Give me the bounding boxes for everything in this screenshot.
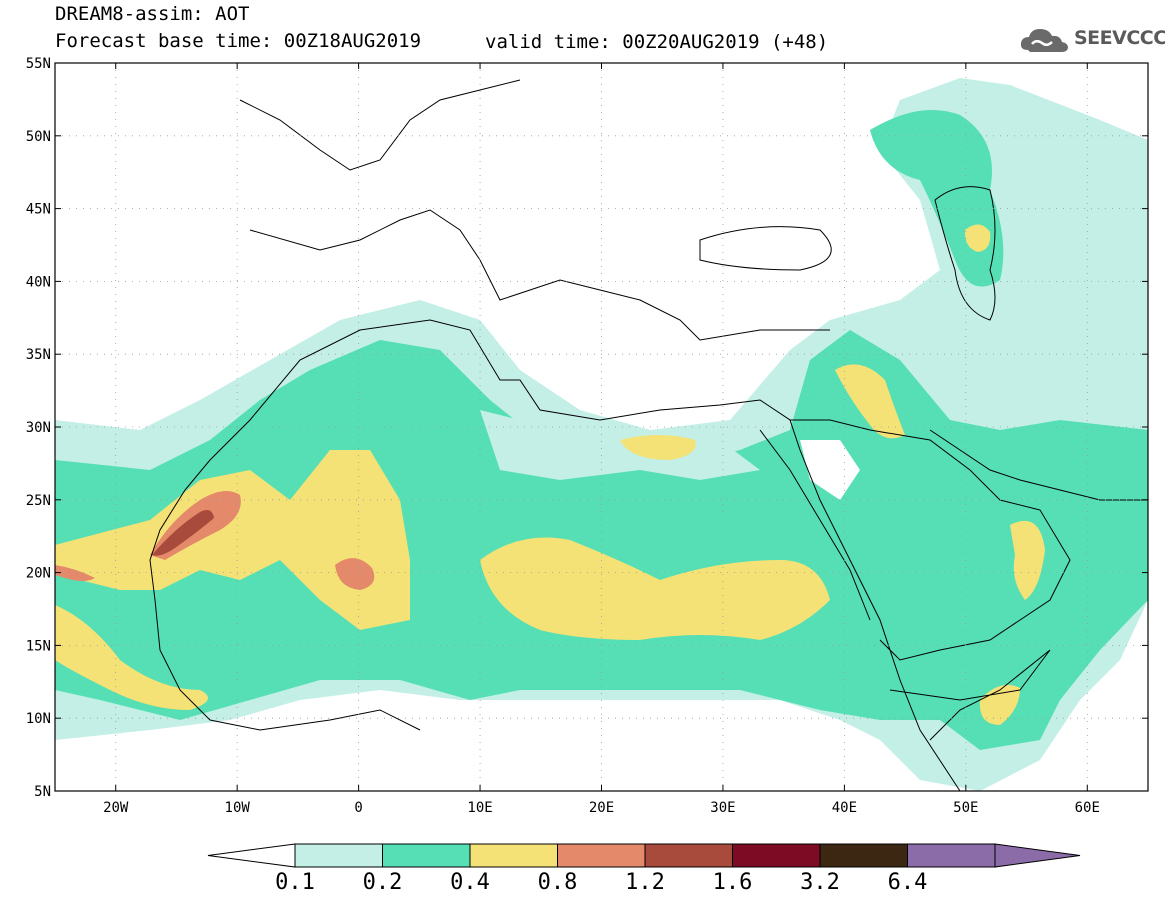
- colorbar-label: 3.2: [800, 870, 840, 895]
- colorbar-segment: [382, 843, 471, 868]
- aot-contour-0.4-oman: [1010, 520, 1045, 600]
- lat-label: 20N: [26, 566, 51, 582]
- lon-label: 0: [354, 800, 362, 816]
- coast-horn: [889, 649, 1051, 741]
- aot-contour-0.4-libya: [620, 435, 696, 460]
- lon-label: 60E: [1075, 800, 1100, 816]
- valid-time: valid time: 00Z20AUG2019 (+48): [485, 31, 829, 53]
- colorbar-segment: [907, 843, 996, 868]
- coast-caspian: [934, 186, 996, 321]
- coast-persian-gulf: [929, 429, 1148, 501]
- coastlines: [149, 79, 1148, 791]
- colorbar-label: 0.2: [363, 870, 403, 895]
- coast-red-sea: [759, 429, 871, 621]
- lon-label: 20E: [589, 800, 614, 816]
- lat-label: 30N: [26, 420, 51, 436]
- lat-label: 5N: [34, 784, 51, 800]
- colorbar-segment: [294, 843, 383, 868]
- colorbar-label: 0.8: [538, 870, 578, 895]
- lat-label: 40N: [26, 274, 51, 290]
- colorbar-label: 1.6: [713, 870, 753, 895]
- aot-contour-0.4-caspian: [964, 224, 991, 252]
- lon-label: 20W: [103, 800, 129, 816]
- colorbar-label: 1.2: [625, 870, 665, 895]
- colorbar-segment: [819, 843, 908, 868]
- lat-label: 45N: [26, 202, 51, 218]
- map-ticks: [55, 62, 1148, 792]
- colorbar-arrow-low: [207, 843, 296, 868]
- lat-label: 35N: [26, 347, 51, 363]
- colorbar-segment: [732, 843, 821, 868]
- colorbar-segment: [469, 843, 558, 868]
- colorbar-label: 0.4: [450, 870, 490, 895]
- coast-west-africa: [149, 559, 421, 731]
- map-title: DREAM8-assim: AOT: [55, 3, 250, 25]
- aot-contour-0.8-ocean: [55, 565, 95, 581]
- latitude-labels: 55N 50N 45N 40N 35N 30N 25N 20N 15N 10N 5N: [26, 56, 51, 800]
- colorbar-segment: [557, 843, 646, 868]
- aot-contour-0.4-iraq: [835, 364, 905, 439]
- forecast-base-time: Forecast base time: 00Z18AUG2019: [55, 30, 422, 52]
- lat-label: 55N: [26, 56, 51, 72]
- aot-contour-1.2: [152, 510, 214, 556]
- aot-contour-0.4-westafrica: [55, 605, 208, 710]
- aot-contour-0.4: [55, 450, 410, 630]
- colorbar-arrow-high: [994, 843, 1081, 868]
- lon-label: 50E: [953, 800, 978, 816]
- colorbar-label: 0.1: [275, 870, 315, 895]
- aot-contour-0.8-niger: [335, 558, 375, 590]
- seevccc-logo: SEEVCCC: [1018, 22, 1165, 58]
- colorbar-label: 6.4: [888, 870, 928, 895]
- coast-black-sea: [699, 226, 832, 271]
- aot-clean-air-egypt: [480, 410, 760, 480]
- lat-label: 10N: [26, 711, 51, 727]
- colorbar: 0.1 0.2 0.4 0.8 1.2 1.6 3.2 6.4: [207, 843, 1081, 895]
- coast-north-europe: [239, 79, 521, 171]
- logo-text: SEEVCCC: [1074, 27, 1165, 49]
- longitude-labels: 20W 10W 0 10E 20E 30E 40E 50E 60E: [103, 800, 1100, 816]
- coast-europe: [249, 209, 830, 341]
- lat-label: 50N: [26, 129, 51, 145]
- lon-label: 30E: [710, 800, 735, 816]
- lon-label: 40E: [832, 800, 857, 816]
- lon-label: 10E: [467, 800, 492, 816]
- cloud-icon: [1020, 29, 1068, 52]
- lon-label: 10W: [225, 800, 251, 816]
- colorbar-segment: [644, 843, 733, 868]
- lat-label: 25N: [26, 493, 51, 509]
- aot-clean-air-arabia: [800, 440, 860, 500]
- coast-arabia: [790, 419, 1071, 661]
- coast-africa: [149, 319, 961, 791]
- lat-label: 15N: [26, 638, 51, 654]
- aot-contour-0.4-sahel: [480, 537, 830, 640]
- graticule: [55, 63, 1148, 791]
